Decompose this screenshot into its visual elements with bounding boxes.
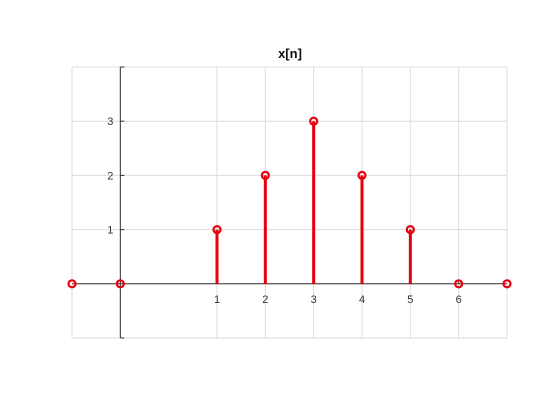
stem-marker — [260, 170, 270, 180]
tick-labels: 1 2 3 1 2 3 4 5 6 — [107, 116, 462, 306]
stem-marker — [115, 279, 125, 289]
stem-marker — [502, 279, 512, 289]
x-tick-label: 5 — [407, 294, 413, 306]
stems — [67, 116, 512, 289]
stem-marker — [405, 225, 415, 235]
stem-marker — [454, 279, 464, 289]
x-tick-label: 2 — [262, 294, 268, 306]
x-tick-label: 3 — [311, 294, 317, 306]
stem-marker — [309, 116, 319, 126]
x-tick-label: 4 — [359, 294, 365, 306]
y-tick-label: 2 — [107, 170, 113, 182]
chart-title: x[n] — [278, 46, 302, 61]
grid — [71, 66, 508, 339]
stem-marker — [67, 279, 77, 289]
stem-marker — [212, 225, 222, 235]
y-tick-label: 3 — [107, 116, 113, 128]
y-tick-label: 1 — [107, 225, 113, 237]
axes — [72, 66, 507, 339]
stem-marker — [357, 170, 367, 180]
x-tick-label: 6 — [456, 294, 462, 306]
x-tick-label: 1 — [214, 294, 220, 306]
